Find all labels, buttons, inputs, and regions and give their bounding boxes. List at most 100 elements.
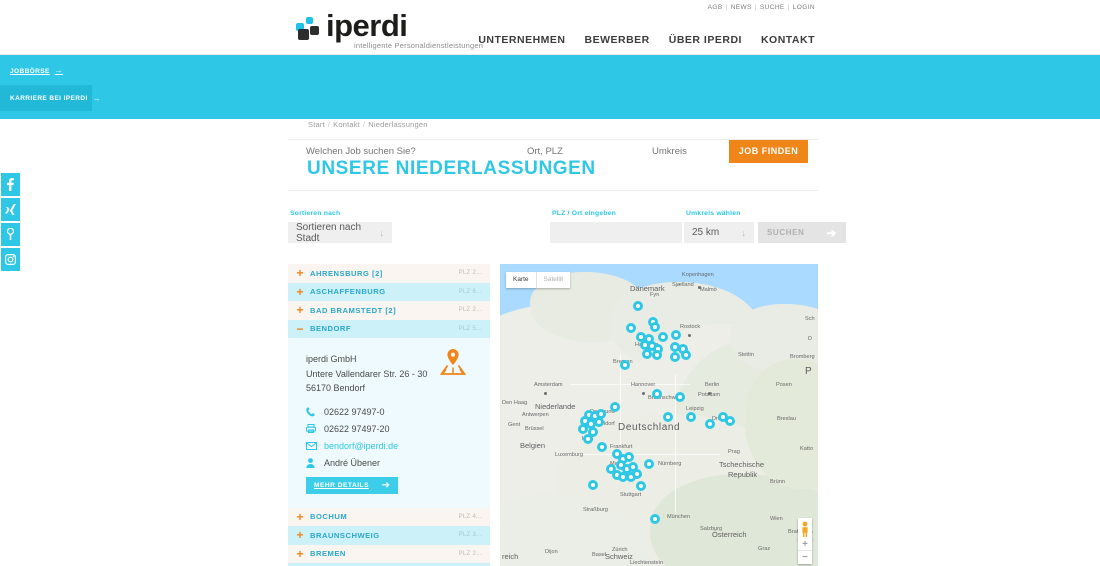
map-marker[interactable] [620,360,630,370]
map-city-luxemburg: Luxemburg [555,452,583,458]
map-marker[interactable] [705,419,715,429]
map-city-salzburg: Salzburg [700,526,723,532]
map-marker[interactable] [610,402,620,412]
job-location-input[interactable] [517,139,639,163]
branch-email-link[interactable]: bendorf@iperdi.de [324,440,399,451]
map-city-braunschweig: Braunschweig [648,395,684,401]
breadcrumb-item-start[interactable]: Start [308,120,325,129]
branch-plz: PLZ 3... [458,532,482,539]
more-details-button[interactable]: MEHR DETAILS ➔ [306,476,398,494]
map-marker[interactable] [671,330,681,340]
utility-link-suche[interactable]: SUCHE [759,4,785,11]
map-marker[interactable] [652,389,662,399]
branch-row-bremen[interactable]: + BREMEN PLZ 2... [288,544,490,563]
branch-row-bochum[interactable]: + BOCHUM PLZ 4... [288,507,490,526]
map-marker[interactable] [633,301,643,311]
map-marker[interactable] [658,332,668,342]
expand-plus-icon[interactable]: + [296,266,304,281]
map-marker[interactable] [632,469,642,479]
map-canvas[interactable]: Karte Satellit Deutschland Dänemark Nied… [500,264,818,566]
map-marker[interactable] [681,350,691,360]
facebook-icon[interactable] [1,173,20,196]
map-marker[interactable] [652,350,662,360]
breadcrumb-item-kontakt[interactable]: Kontakt [333,120,360,129]
job-radius-input[interactable] [642,139,726,163]
map-marker[interactable] [624,452,634,462]
locations-map[interactable]: Karte Satellit Deutschland Dänemark Nied… [500,264,818,566]
map-zoom-in-button[interactable]: + [798,538,812,551]
link-karriere[interactable]: KARRIERE BEI IPERDI → [0,85,101,111]
breadcrumb-separator: / [362,120,366,129]
site-header: AGB | NEWS | SUCHE | LOGIN iperdi intelligente… [0,0,1100,55]
expand-plus-icon[interactable]: + [296,509,304,524]
map-type-satellit[interactable]: Satellit [543,276,564,283]
branch-row-braunschweig[interactable]: + BRAUNSCHWEIG PLZ 3... [288,526,490,545]
map-city-graz: Graz [758,546,771,552]
expand-plus-icon[interactable]: + [296,546,304,561]
jobs-online-link[interactable]: 321 JOBS ONLINE → [734,122,812,131]
xing-icon[interactable] [1,198,20,221]
map-marker[interactable] [636,481,646,491]
expand-plus-icon[interactable]: + [296,528,304,543]
map-marker[interactable] [686,412,696,422]
map-marker[interactable] [670,352,680,362]
collapse-minus-icon[interactable]: − [296,321,304,336]
map-type-karte[interactable]: Karte [506,272,537,288]
map-zoom-out-button[interactable]: − [802,552,808,563]
main-navigation: UNTERNEHMEN BEWERBER ÜBER IPERDI KONTAKT [478,34,815,46]
job-find-button[interactable]: JOB FINDEN [729,139,808,163]
map-marker[interactable] [594,417,604,427]
map-marker[interactable] [583,434,593,444]
nav-item-kontakt[interactable]: KONTAKT [760,34,815,46]
search-submit-button[interactable]: SUCHEN ➔ [758,222,846,243]
branch-name: BOCHUM [310,512,348,522]
street-view-pegman-icon[interactable] [798,518,812,540]
map-city-amsterdam: Amsterdam [534,382,563,388]
branch-contacts: 02622 97497-0 02622 97497-20 bendorf@ipe… [306,407,472,468]
branch-name: BENDORF [310,324,352,334]
branch-row-bad-bramstedt[interactable]: + BAD BRAMSTEDT [2] PLZ 2... [288,301,490,320]
map-marker[interactable] [588,480,598,490]
plz-input[interactable] [550,222,682,243]
utility-link-news[interactable]: NEWS [730,4,752,11]
branch-row-aschaffenburg[interactable]: + ASCHAFFENBURG PLZ 6... [288,282,490,301]
branch-name: BREMEN [310,549,346,559]
nav-item-unternehmen[interactable]: UNTERNEHMEN [478,34,566,46]
map-marker[interactable] [675,392,685,402]
site-logo[interactable]: iperdi intelligente Personaldienstleistu… [296,10,483,50]
map-marker[interactable] [597,442,607,452]
job-keyword-input[interactable] [296,139,514,163]
link-jobboerse[interactable]: JOBBÖRSE → [0,55,92,75]
branch-row-next[interactable] [288,563,490,566]
map-marker[interactable] [578,424,588,434]
map-marker[interactable] [663,412,673,422]
utility-link-agb[interactable]: AGB [707,4,723,11]
expand-plus-icon[interactable]: + [296,284,304,299]
branch-fax-value: 02622 97497-20 [324,423,390,434]
map-marker[interactable] [606,464,616,474]
utility-link-login[interactable]: LOGIN [792,4,815,11]
map-marker[interactable] [644,459,654,469]
map-marker[interactable] [725,416,735,426]
branch-row-bendorf[interactable]: − BENDORF PLZ 5... [288,319,490,338]
map-marker[interactable] [642,349,652,359]
instagram-icon[interactable] [1,248,20,271]
branch-plz: PLZ 5... [458,325,482,332]
map-marker[interactable] [626,323,636,333]
nav-item-bewerber[interactable]: BEWERBER [584,34,650,46]
map-marker[interactable] [650,514,660,524]
map-label-belgien: Belgien [520,441,546,450]
kununu-icon[interactable] [1,223,20,246]
expand-plus-icon[interactable]: + [296,303,304,318]
sort-select[interactable]: Sortieren nach Stadt ↓ [288,222,392,244]
branch-row-ahrensburg[interactable]: + AHRENSBURG [2] PLZ 2... [288,264,490,283]
map-marker[interactable] [588,427,598,437]
radius-select[interactable]: 25 km ↓ [684,222,754,243]
nav-item-ueber-iperdi[interactable]: ÜBER IPERDI [668,34,742,46]
map-marker[interactable] [650,322,660,332]
phone-icon [306,406,319,417]
map-city-stettin: Stettin [738,352,754,358]
breadcrumb-separator: / [327,120,331,129]
map-type-toggle[interactable]: Karte Satellit [506,272,571,288]
map-zoom-controls[interactable]: + − [798,538,812,564]
